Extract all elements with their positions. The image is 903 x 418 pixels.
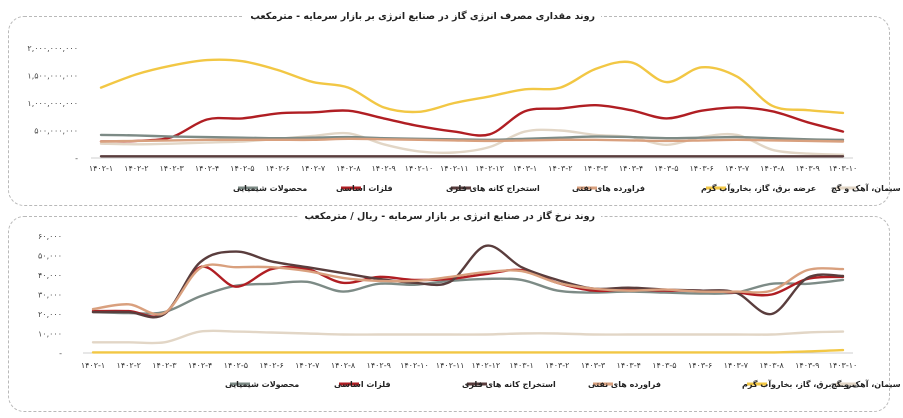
x-tick-label: ۱۴۰۳-۲ bbox=[548, 164, 572, 173]
x-tick-label: ۱۴۰۳-۴ bbox=[617, 361, 641, 370]
legend-label: عرضه برق، گاز، بخاروآب گرم bbox=[742, 379, 857, 389]
legend-label: استخراج کانه های فلزی bbox=[446, 184, 540, 193]
legend-label: عرضه برق، گاز، بخاروآب گرم bbox=[701, 183, 816, 193]
x-tick-label: ۱۴۰۲-۱ bbox=[89, 164, 113, 173]
x-tick-label: ۱۴۰۲-۷ bbox=[295, 361, 320, 370]
x-tick-label: ۱۴۰۲-۳ bbox=[159, 164, 184, 173]
x-tick-label: ۱۴۰۳-۱۰ bbox=[829, 361, 858, 370]
x-tick-label: ۱۴۰۲-۱۱ bbox=[440, 164, 469, 173]
x-tick-label: ۱۴۰۲-۱ bbox=[81, 361, 105, 370]
x-tick-label: ۱۴۰۳-۷ bbox=[724, 361, 749, 370]
legend-label: محصولات شیمیایی bbox=[225, 380, 299, 389]
legend-label: فراورده های نفتی bbox=[572, 184, 645, 193]
y-tick-label: ۲,۰۰۰,۰۰۰,۰۰۰ bbox=[27, 44, 78, 53]
legend-label: فراورده های نفتی bbox=[588, 380, 661, 389]
y-tick-label: ۶۰,۰۰۰ bbox=[38, 232, 62, 241]
y-tick-label: ۵۰,۰۰۰ bbox=[38, 252, 62, 261]
x-tick-label: ۱۴۰۲-۱۲ bbox=[475, 164, 504, 173]
x-tick-label: ۱۴۰۲-۵ bbox=[230, 164, 254, 173]
x-tick-label: ۱۴۰۳-۸ bbox=[759, 361, 784, 370]
x-tick-label: ۱۴۰۳-۵ bbox=[652, 361, 676, 370]
legend-label: استخراج کانه های فلزی bbox=[462, 380, 556, 389]
series-line-6 bbox=[91, 329, 845, 345]
consumption-chart-title: روند مقداری مصرف انرژی گاز در صنایع انرژ… bbox=[244, 10, 601, 22]
x-tick-label: ۱۴۰۳-۱۰ bbox=[829, 164, 858, 173]
x-tick-label: ۱۴۰۳-۱ bbox=[513, 164, 537, 173]
y-tick-label: - bbox=[75, 154, 78, 163]
x-tick-label: ۱۴۰۳-۶ bbox=[689, 164, 713, 173]
legend-label: فلزات اساسی bbox=[336, 184, 393, 193]
x-tick-label: ۱۴۰۲-۷ bbox=[301, 164, 326, 173]
legend-label: سیمان، آهک و گچ bbox=[831, 183, 901, 193]
y-tick-label: ۱,۰۰۰,۰۰۰,۰۰۰ bbox=[27, 99, 78, 108]
x-tick-label: ۱۴۰۳-۳ bbox=[583, 164, 608, 173]
legend-label: محصولات شیمیایی bbox=[233, 184, 307, 193]
x-tick-label: ۱۴۰۳-۹ bbox=[795, 164, 819, 173]
x-tick-label: ۱۴۰۲-۹ bbox=[367, 361, 391, 370]
x-tick-label: ۱۴۰۲-۴ bbox=[195, 164, 219, 173]
x-tick-label: ۱۴۰۳-۸ bbox=[760, 164, 785, 173]
x-tick-label: ۱۴۰۲-۱۰ bbox=[405, 164, 434, 173]
y-tick-label: - bbox=[59, 349, 62, 358]
series-line-5 bbox=[91, 348, 845, 354]
y-tick-label: ۳۰,۰۰۰ bbox=[38, 291, 62, 300]
y-tick-label: ۵۰۰,۰۰۰,۰۰۰ bbox=[34, 127, 78, 136]
x-tick-label: ۱۴۰۲-۸ bbox=[336, 164, 361, 173]
x-tick-label: ۱۴۰۳-۴ bbox=[619, 164, 643, 173]
x-tick-label: ۱۴۰۳-۵ bbox=[654, 164, 678, 173]
legend-label: فلزات اساسی bbox=[334, 380, 391, 389]
rate-chart-title: روند نرخ گاز در صنایع انرژی بر بازار سرم… bbox=[298, 210, 601, 222]
x-tick-label: ۱۴۰۲-۲ bbox=[124, 164, 148, 173]
x-tick-label: ۱۴۰۲-۱۰ bbox=[400, 361, 429, 370]
y-tick-label: ۱,۵۰۰,۰۰۰,۰۰۰ bbox=[27, 72, 78, 81]
x-tick-label: ۱۴۰۳-۳ bbox=[581, 361, 606, 370]
series-line-2 bbox=[99, 103, 845, 143]
x-tick-label: ۱۴۰۲-۶ bbox=[265, 164, 289, 173]
consumption-line-chart: - ۵۰۰,۰۰۰,۰۰۰ ۱,۰۰۰,۰۰۰,۰۰۰ ۱,۵۰۰,۰۰۰,۰۰۰ ۲,… bbox=[27, 44, 901, 193]
legend-label: سیمان، آهک و گچ bbox=[831, 379, 901, 389]
y-tick-label: ۴۰,۰۰۰ bbox=[38, 271, 62, 280]
x-tick-label: ۱۴۰۳-۹ bbox=[795, 361, 819, 370]
x-tick-label: ۱۴۰۲-۳ bbox=[152, 361, 177, 370]
x-tick-label: ۱۴۰۳-۶ bbox=[688, 361, 712, 370]
x-tick-label: ۱۴۰۲-۲ bbox=[117, 361, 141, 370]
consumption-chart-panel: روند مقداری مصرف انرژی گاز در صنایع انرژ… bbox=[8, 10, 890, 206]
series-line-5 bbox=[99, 137, 845, 143]
x-tick-label: ۱۴۰۲-۱۱ bbox=[436, 361, 465, 370]
x-tick-label: ۱۴۰۳-۱ bbox=[509, 361, 533, 370]
x-tick-label: ۱۴۰۲-۸ bbox=[331, 361, 356, 370]
series-line-1 bbox=[99, 58, 845, 115]
series-line-4 bbox=[91, 263, 845, 316]
x-tick-label: ۱۴۰۲-۵ bbox=[224, 361, 248, 370]
y-tick-label: ۱۰,۰۰۰ bbox=[38, 330, 62, 339]
series-line-3 bbox=[99, 128, 845, 156]
x-tick-label: ۱۴۰۲-۹ bbox=[371, 164, 395, 173]
series-line-3 bbox=[91, 244, 845, 319]
y-tick-label: ۲۰,۰۰۰ bbox=[38, 310, 62, 319]
x-tick-label: ۱۴۰۳-۲ bbox=[545, 361, 569, 370]
x-tick-label: ۱۴۰۲-۶ bbox=[259, 361, 283, 370]
x-tick-label: ۱۴۰۲-۴ bbox=[188, 361, 212, 370]
x-tick-label: ۱۴۰۳-۷ bbox=[725, 164, 750, 173]
series-line-1 bbox=[91, 277, 845, 315]
x-tick-label: ۱۴۰۲-۱۲ bbox=[472, 361, 501, 370]
